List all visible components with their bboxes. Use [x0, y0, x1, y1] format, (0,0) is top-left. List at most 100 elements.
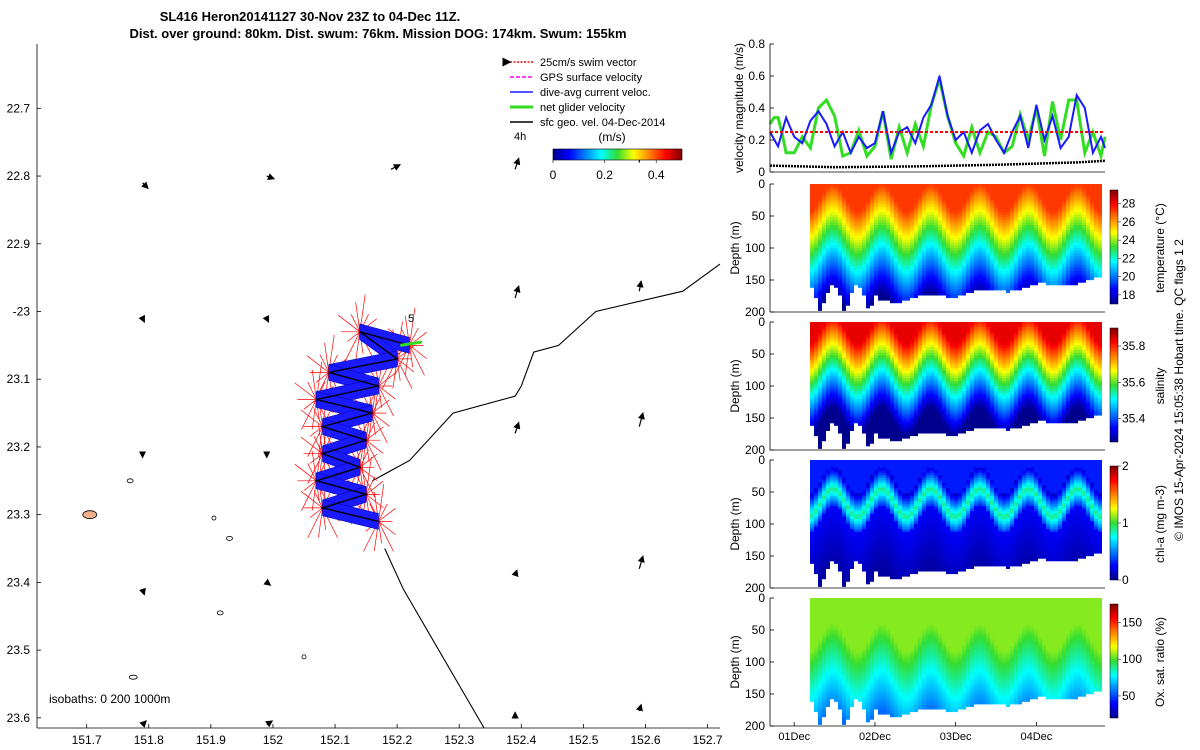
salinity-cell	[922, 403, 926, 408]
temperature-cell	[866, 189, 870, 194]
temperature-cell	[998, 196, 1002, 201]
temperature-cell	[1022, 248, 1026, 252]
temperature-cell	[1090, 250, 1094, 255]
salinity-cell	[918, 386, 922, 390]
temperature-cell	[1050, 273, 1054, 278]
temperature-cell	[850, 242, 854, 247]
salinity-cell	[942, 421, 946, 426]
temperature-cell	[1070, 230, 1074, 235]
temperature-cell	[878, 209, 882, 214]
salinity-cell	[858, 380, 862, 385]
salinity-cell	[886, 391, 890, 396]
salinity-cell	[822, 375, 826, 380]
temperature-cell	[890, 214, 894, 219]
salinity-cell	[930, 365, 934, 370]
salinity-cell	[826, 355, 830, 360]
salinity-cell	[926, 378, 930, 383]
temperature-cell	[1014, 222, 1018, 227]
salinity-cell	[818, 406, 822, 411]
temperature-cell	[1066, 207, 1070, 212]
salinity-cell	[814, 378, 818, 383]
temperature-cell	[898, 281, 902, 286]
temperature-cell	[1002, 194, 1006, 199]
temperature-cell	[894, 240, 898, 245]
temperature-cell	[1090, 207, 1094, 212]
temperature-cell	[1026, 230, 1030, 235]
salinity-cell	[906, 426, 910, 431]
temperature-cell	[854, 278, 858, 283]
salinity-cell	[838, 352, 842, 357]
temperature-cell	[1034, 260, 1038, 265]
temperature-ytick-label: 100	[745, 241, 765, 255]
temperature-cell	[1006, 248, 1010, 252]
temperature-cell	[1014, 237, 1018, 242]
salinity-cell	[826, 329, 830, 334]
temperature-cell	[1082, 209, 1086, 214]
temperature-cell	[1022, 235, 1026, 240]
temperature-cell	[958, 271, 962, 276]
temperature-cell	[1006, 283, 1010, 288]
temperature-cell	[942, 281, 946, 286]
salinity-cell	[886, 332, 890, 337]
temperature-cell	[1086, 214, 1090, 219]
salinity-cell	[826, 406, 830, 411]
temperature-cell	[886, 217, 890, 222]
temperature-cell	[1062, 219, 1066, 224]
salinity-cell	[822, 411, 826, 416]
temperature-cell	[1030, 281, 1034, 286]
temperature-cell	[930, 245, 934, 250]
temperature-cell	[1062, 235, 1066, 240]
salinity-cell	[850, 375, 854, 380]
temperature-cell	[842, 189, 846, 194]
temperature-cell	[854, 273, 858, 278]
temperature-cell	[874, 199, 878, 204]
temperature-cell	[1070, 199, 1074, 204]
temperature-cell	[1098, 194, 1102, 199]
temperature-cell	[934, 207, 938, 212]
salinity-cell	[882, 396, 886, 401]
salinity-cell	[886, 352, 890, 357]
temperature-cell	[874, 184, 878, 188]
salinity-cell	[942, 324, 946, 329]
temperature-cell	[902, 288, 906, 293]
salinity-cell	[918, 342, 922, 347]
salinity-cell	[866, 442, 870, 447]
temperature-cell	[830, 245, 834, 250]
temperature-cell	[938, 217, 942, 222]
temperature-cell	[1026, 207, 1030, 212]
salinity-cell	[942, 339, 946, 344]
salinity-cell	[902, 434, 906, 439]
temperature-cell	[1014, 209, 1018, 214]
salinity-cell	[850, 322, 854, 326]
temperature-cell	[1054, 214, 1058, 219]
temperature-cell	[822, 248, 826, 252]
temperature-cell	[866, 232, 870, 237]
salinity-cell	[814, 396, 818, 401]
temperature-cell	[958, 286, 962, 291]
salinity-cell	[918, 329, 922, 334]
salinity-cell	[826, 414, 830, 419]
salinity-cell	[922, 409, 926, 414]
temperature-cell	[962, 219, 966, 224]
temperature-cell	[918, 186, 922, 191]
salinity-cell	[854, 339, 858, 344]
salinity-cell	[858, 332, 862, 337]
temperature-cell	[1074, 271, 1078, 276]
salinity-cell	[826, 352, 830, 357]
salinity-cell	[898, 352, 902, 357]
temperature-cell	[1042, 224, 1046, 229]
temperature-cell	[838, 201, 842, 206]
salinity-cell	[906, 393, 910, 398]
temperature-cell	[938, 209, 942, 214]
temperature-cell	[834, 273, 838, 278]
temperature-cell	[834, 278, 838, 283]
temperature-cell	[978, 222, 982, 227]
salinity-cell	[826, 409, 830, 414]
salinity-cell	[846, 401, 850, 406]
temperature-cell	[1070, 186, 1074, 191]
salinity-cell	[914, 329, 918, 334]
temperature-cell	[966, 278, 970, 283]
temperature-cell	[850, 245, 854, 250]
salinity-cell	[834, 375, 838, 380]
temperature-cell	[986, 273, 990, 278]
